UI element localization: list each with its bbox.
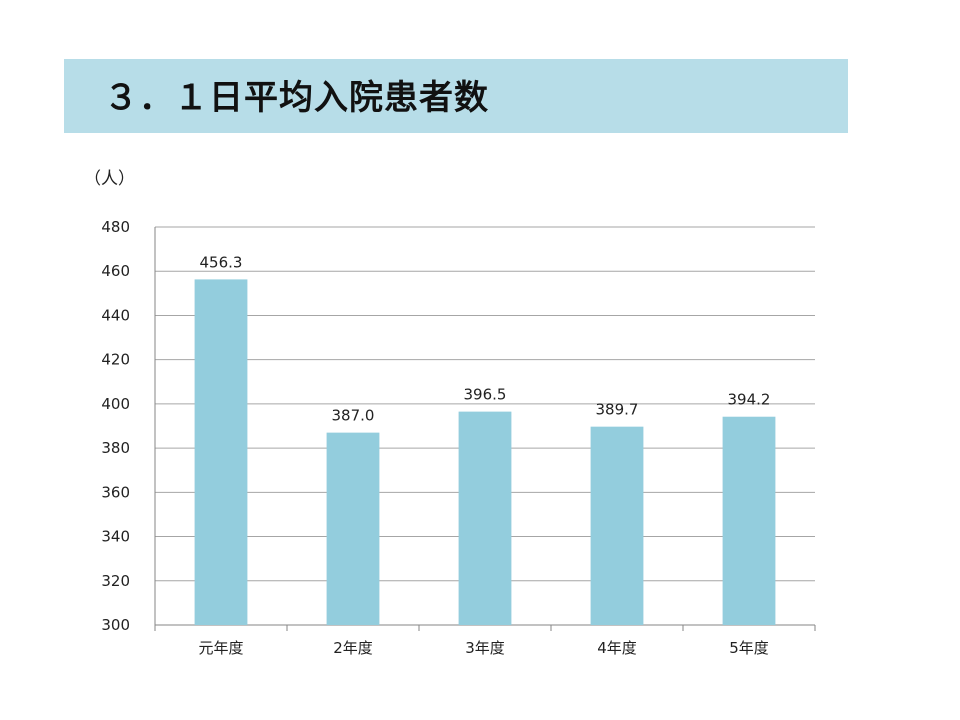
y-tick-label: 440 bbox=[101, 306, 130, 324]
y-tick-label: 340 bbox=[101, 528, 130, 546]
y-tick-label: 360 bbox=[101, 483, 130, 501]
bar-5 bbox=[722, 416, 776, 625]
bar-4 bbox=[590, 426, 644, 625]
x-category-label: 2年度 bbox=[333, 639, 373, 657]
y-axis-unit-label: （人） bbox=[84, 169, 135, 189]
y-tick-label: 320 bbox=[101, 572, 130, 590]
data-label: 394.2 bbox=[728, 391, 771, 409]
page-title: ３．１日平均入院患者数 bbox=[104, 78, 489, 118]
title-band: ３．１日平均入院患者数 bbox=[64, 59, 848, 133]
y-tick-label: 420 bbox=[101, 351, 130, 369]
data-label: 387.0 bbox=[332, 407, 375, 425]
data-label: 389.7 bbox=[596, 401, 639, 419]
y-tick-label: 460 bbox=[101, 262, 130, 280]
bar-3 bbox=[458, 411, 512, 625]
data-label: 396.5 bbox=[464, 386, 507, 404]
data-label: 456.3 bbox=[200, 253, 243, 271]
x-category-label: 3年度 bbox=[465, 639, 505, 657]
y-tick-label: 300 bbox=[101, 616, 130, 634]
x-category-label: 4年度 bbox=[597, 639, 637, 657]
bar-2 bbox=[326, 432, 380, 625]
y-tick-label: 380 bbox=[101, 439, 130, 457]
x-category-label: 5年度 bbox=[729, 639, 769, 657]
bar-1 bbox=[194, 279, 248, 625]
y-tick-label: 400 bbox=[101, 395, 130, 413]
y-tick-label: 480 bbox=[101, 218, 130, 236]
x-category-label: 元年度 bbox=[198, 639, 243, 657]
